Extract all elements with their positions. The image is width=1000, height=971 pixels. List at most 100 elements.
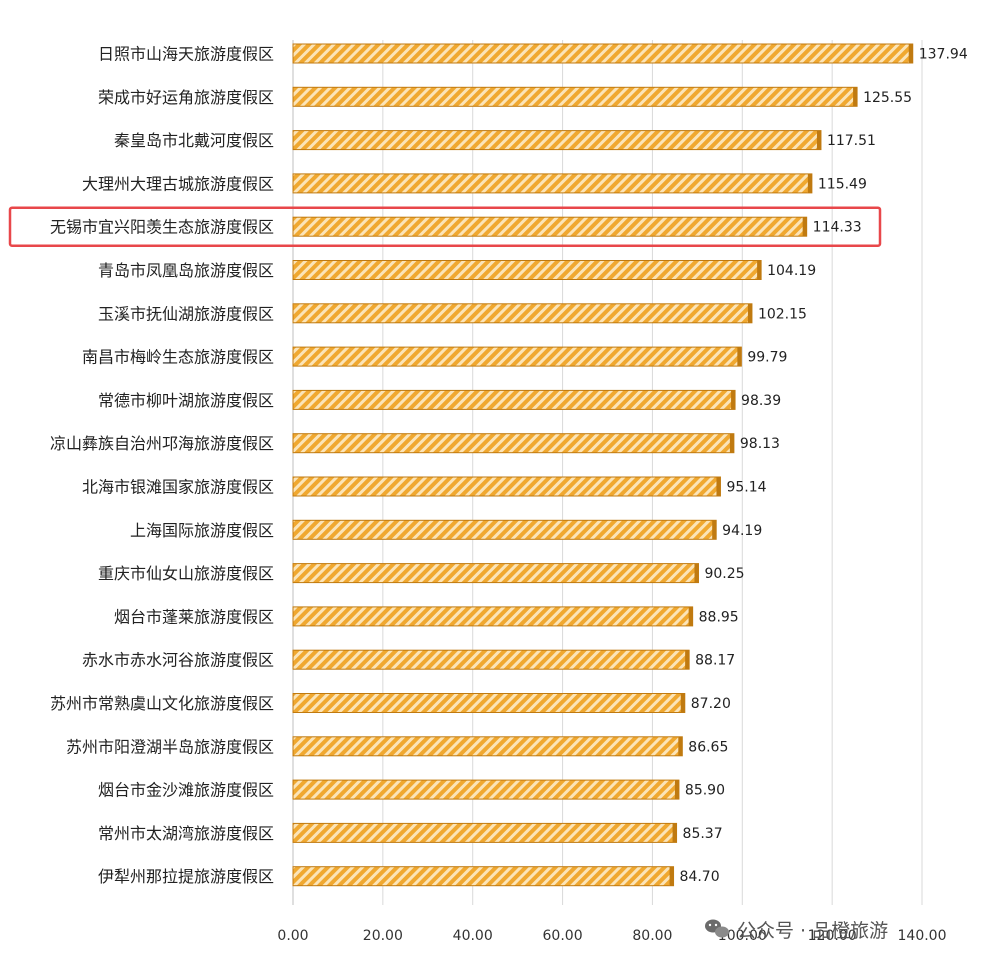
bar <box>292 346 742 367</box>
category-label: 苏州市阳澄湖半岛旅游度假区 <box>66 737 274 756</box>
value-labels: 137.94 125.55 117.51 115.49 114.33 104.19 102.… <box>680 47 968 886</box>
bar-end-cap <box>757 260 762 280</box>
bar <box>292 866 675 887</box>
value-label: 87.20 <box>691 696 731 712</box>
category-label: 北海市银滩国家旅游度假区 <box>82 478 274 497</box>
highlight-box <box>8 206 882 247</box>
category-label: 凉山彝族自治州邛海旅游度假区 <box>50 434 274 453</box>
bar <box>292 779 680 800</box>
bar-end-cap <box>731 390 736 410</box>
bar-end-cap <box>816 130 821 150</box>
value-label: 114.33 <box>813 220 862 236</box>
category-label: 烟台市金沙滩旅游度假区 <box>98 781 274 800</box>
bars <box>292 43 914 887</box>
bar <box>292 86 858 107</box>
bar-end-cap <box>807 173 812 193</box>
gridlines <box>292 40 923 905</box>
x-tick-label: 100.00 <box>718 928 767 944</box>
value-label: 137.94 <box>919 47 968 63</box>
value-label: 88.95 <box>699 609 739 625</box>
bar <box>292 563 699 584</box>
category-label: 赤水市赤水河谷旅游度假区 <box>82 651 274 670</box>
bar-end-cap <box>694 563 699 583</box>
watermark: 公众号 · 品橙旅游 <box>705 919 888 942</box>
category-labels: 日照市山海天旅游度假区荣成市好运角旅游度假区秦皇岛市北戴河度假区大理州大理古城旅… <box>50 45 274 887</box>
bar-body <box>292 519 717 540</box>
category-label: 伊犁州那拉提旅游度假区 <box>98 867 274 886</box>
bar <box>292 822 678 843</box>
bar <box>292 519 717 540</box>
bar <box>292 606 694 627</box>
bar <box>292 216 808 237</box>
bar-body <box>292 173 813 194</box>
bar-end-cap <box>716 477 721 496</box>
bar <box>292 649 690 670</box>
bar-end-cap <box>729 433 734 453</box>
category-label: 无锡市宜兴阳羡生态旅游度假区 <box>50 218 274 237</box>
category-label: 烟台市蓬莱旅游度假区 <box>114 607 274 626</box>
bar-end-cap <box>685 650 690 670</box>
bar <box>292 736 683 757</box>
bar-body <box>292 260 762 280</box>
bar-end-cap <box>672 823 677 843</box>
value-label: 85.90 <box>685 783 725 799</box>
bar <box>292 433 735 454</box>
bar-end-cap <box>747 303 752 323</box>
bar-body <box>292 216 808 237</box>
value-label: 84.70 <box>680 869 720 885</box>
bar-body <box>292 649 690 670</box>
category-label: 日照市山海天旅游度假区 <box>98 45 274 64</box>
value-label: 99.79 <box>747 350 787 366</box>
value-label: 98.39 <box>741 393 781 409</box>
value-label: 86.65 <box>688 739 728 755</box>
x-tick-label: 20.00 <box>363 928 403 944</box>
bar-end-cap <box>712 520 717 540</box>
value-label: 95.14 <box>726 480 766 496</box>
bar-end-cap <box>680 693 685 713</box>
x-tick-label: 120.00 <box>808 928 857 944</box>
value-label: 98.13 <box>740 436 780 452</box>
bar <box>292 389 736 410</box>
bar-end-cap <box>908 44 913 63</box>
bar <box>292 260 762 280</box>
category-label: 上海国际旅游度假区 <box>130 521 274 540</box>
bar <box>292 303 753 324</box>
category-label: 南昌市梅岭生态旅游度假区 <box>82 348 274 367</box>
bar-body <box>292 866 675 887</box>
category-label: 玉溪市抚仙湖旅游度假区 <box>98 304 274 323</box>
value-label: 104.19 <box>767 263 816 279</box>
category-label: 重庆市仙女山旅游度假区 <box>98 564 274 583</box>
bar-body <box>292 433 735 454</box>
bar-end-cap <box>853 87 858 107</box>
value-label: 85.37 <box>683 826 723 842</box>
bar <box>292 173 813 194</box>
bar-body <box>292 476 721 497</box>
category-label: 常州市太湖湾旅游度假区 <box>98 824 274 843</box>
bar-body <box>292 736 683 757</box>
x-tick-label: 80.00 <box>632 928 672 944</box>
value-label: 115.49 <box>818 176 867 192</box>
x-tick-label: 0.00 <box>277 928 308 944</box>
bar-end-cap <box>737 347 742 367</box>
bar-end-cap <box>669 866 674 886</box>
bar-end-cap <box>678 736 683 756</box>
watermark-text: 公众号 · 品橙旅游 <box>737 920 888 942</box>
value-label: 88.17 <box>695 653 735 669</box>
bar-body <box>292 779 680 800</box>
bar <box>292 130 822 151</box>
category-label: 荣成市好运角旅游度假区 <box>98 88 274 107</box>
bar-end-cap <box>688 606 693 626</box>
value-label: 94.19 <box>722 523 762 539</box>
x-tick-label: 140.00 <box>898 928 947 944</box>
bar-body <box>292 303 753 324</box>
bar-body <box>292 563 699 584</box>
bar <box>292 476 721 497</box>
bar-body <box>292 86 858 107</box>
x-axis-ticks: 0.00 20.00 40.00 60.00 80.00 100.00 120.00 140.… <box>277 928 946 944</box>
bar-end-cap <box>802 217 807 237</box>
category-label: 苏州市常熟虞山文化旅游度假区 <box>50 694 274 713</box>
bar-body <box>292 346 742 367</box>
bar-body <box>292 389 736 410</box>
bar <box>292 693 686 713</box>
